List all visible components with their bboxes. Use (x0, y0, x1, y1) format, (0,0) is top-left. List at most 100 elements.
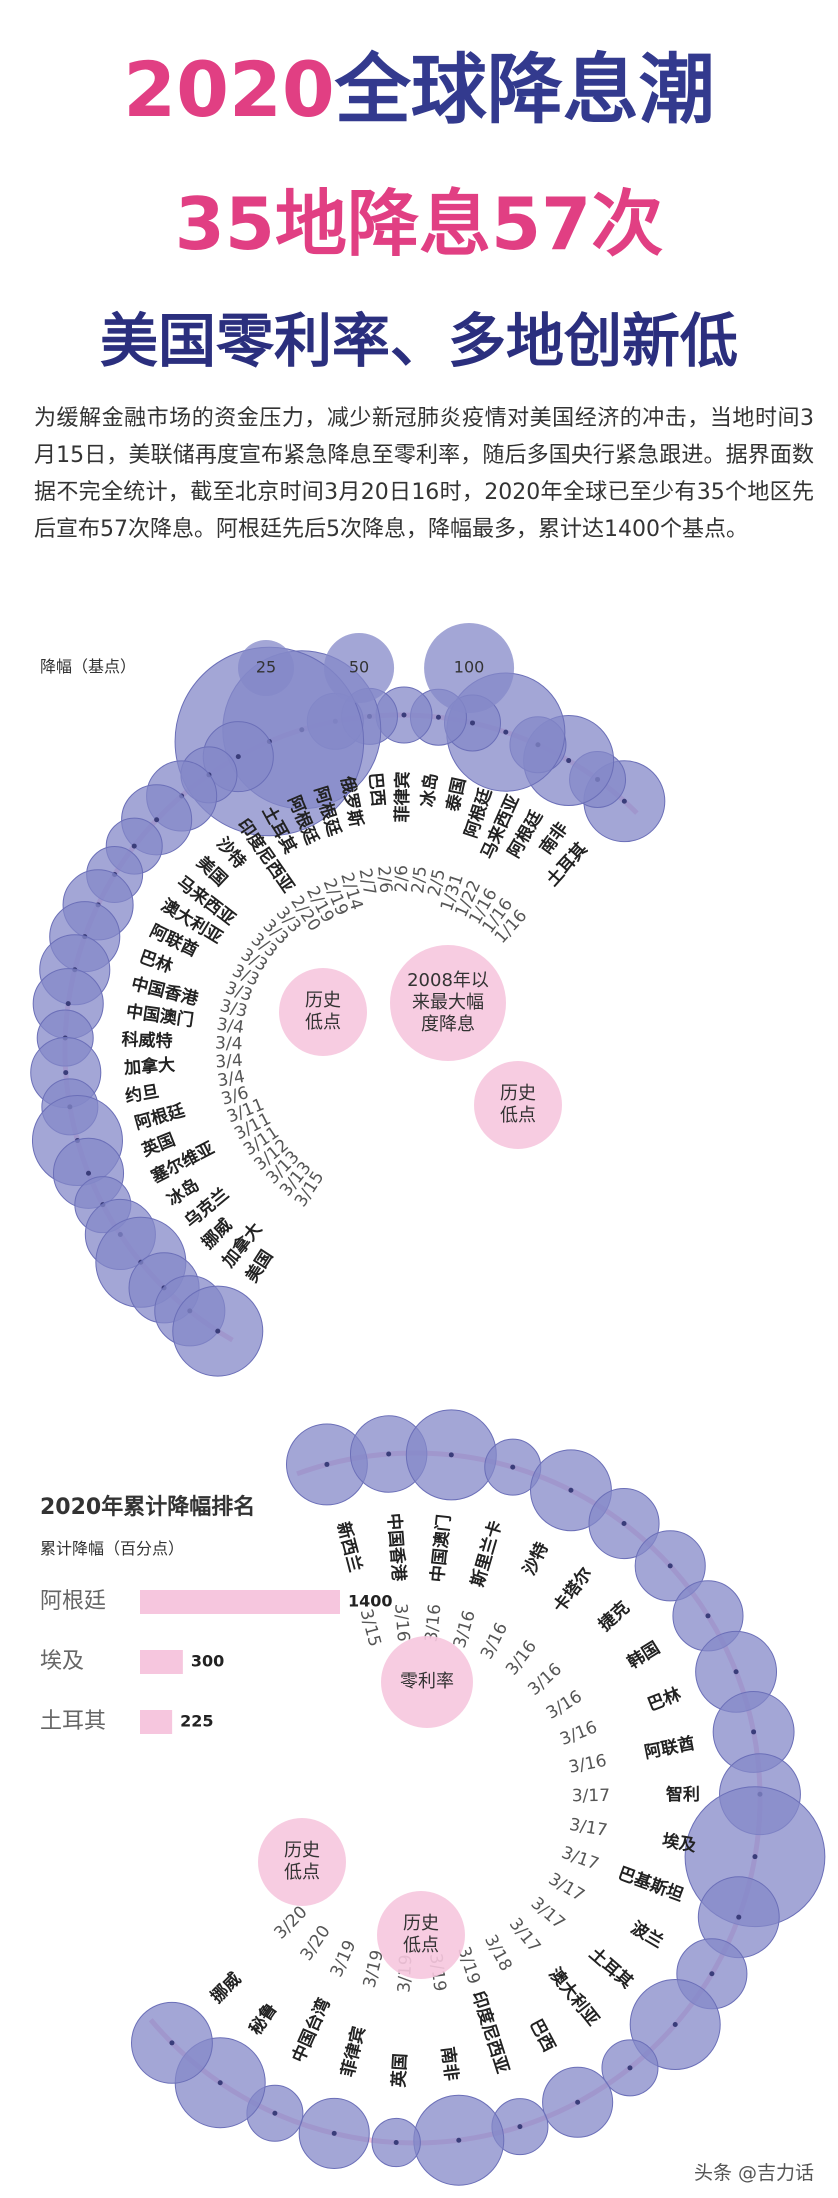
ranking-chart: 2020年累计降幅排名 累计降幅（百分点） 阿根廷 1400 埃及 300 土耳其 225 (40, 1494, 393, 1734)
bubble-dot (667, 1563, 673, 1569)
callout-historic-low-4 (377, 1891, 465, 1979)
event-date: 3/16 (543, 1687, 586, 1724)
event-country: 澳大利亚 (545, 1964, 604, 2030)
event-country: 冰岛 (417, 772, 442, 808)
bubble-dot (733, 1669, 739, 1675)
bubble-dot (65, 1001, 71, 1007)
event-date: 3/17 (545, 1869, 588, 1906)
ranking-label: 阿根廷 (40, 1589, 106, 1614)
bubble-dot (568, 1487, 574, 1493)
event-country: 菲律宾 (337, 2024, 369, 2078)
bubble-dot (131, 843, 137, 849)
legend-size-label: 50 (349, 658, 369, 677)
event-date: 3/18 (480, 1932, 516, 1975)
callout-historic-low-1-text: 历史 (305, 990, 341, 1011)
event-date: 3/17 (505, 1914, 544, 1956)
ranking-title: 2020年累计降幅排名 (40, 1494, 255, 1520)
legend-label: 降幅（基点） (40, 657, 136, 676)
legend-size-label: 100 (454, 658, 485, 677)
bubble-dot (575, 2099, 581, 2105)
title-line-1: 2020全球降息潮 (0, 52, 838, 128)
bubble-dot (456, 2137, 462, 2143)
event-country: 智利 (666, 1784, 700, 1805)
title-line-3: 美国零利率、多地创新低 (99, 307, 738, 375)
ranking-bar (140, 1650, 183, 1674)
event-date: 3/16 (557, 1717, 600, 1750)
event-country: 巴基斯坦 (615, 1863, 686, 1906)
event-country: 捷克 (594, 1597, 633, 1635)
callout-historic-low-2-text: 历史 (500, 1083, 536, 1104)
bubble-dot (215, 1328, 221, 1334)
event-country: 波兰 (627, 1917, 667, 1952)
ranking-label: 土耳其 (40, 1709, 106, 1734)
callout-zero-rate-text: 零利率 (400, 1671, 454, 1692)
event-country: 斯里兰卡 (467, 1518, 506, 1589)
callout-historic-low-1 (279, 968, 367, 1056)
event-date: 3/17 (559, 1843, 602, 1875)
event-country: 阿联酋 (643, 1733, 697, 1763)
bubble-dot (621, 798, 627, 804)
event-country: 秘鲁 (245, 1999, 282, 2039)
event-date: 3/17 (568, 1815, 609, 1841)
bubble-dot (401, 712, 407, 718)
event-date: 3/4 (215, 1033, 243, 1054)
bubble-dot (386, 1451, 392, 1457)
event-date: 3/4 (215, 1014, 245, 1038)
bubble-dot (393, 2139, 399, 2145)
event-date: 3/16 (524, 1659, 566, 1699)
bubble-dot (169, 2040, 175, 2046)
callout-historic-low-1-text: 低点 (305, 1012, 341, 1033)
event-date: 3/16 (450, 1608, 480, 1650)
legend-bubble-100 (424, 623, 515, 713)
ranking-subtitle: 累计降幅（百分点） (40, 1539, 184, 1558)
event-date: 3/16 (502, 1637, 541, 1679)
ranking-value: 225 (180, 1712, 213, 1731)
bubble-dot (627, 2065, 633, 2071)
legend-bubble-25 (238, 640, 294, 696)
event-country: 菲律宾 (392, 771, 414, 822)
event-country: 英国 (388, 2053, 411, 2088)
event-date: 2/6 (373, 865, 395, 894)
event-country: 巴西 (525, 2016, 559, 2055)
event-country: 中国澳门 (427, 1513, 455, 1583)
bubble-dot (331, 2130, 337, 2136)
bubble-dot (751, 1729, 757, 1735)
ranking-bar (140, 1590, 340, 1614)
callout-historic-low-4-text: 低点 (403, 1935, 439, 1956)
event-date: 3/4 (216, 1067, 246, 1091)
event-country: 挪威 (206, 1968, 245, 2007)
bubble-dot (217, 2080, 223, 2086)
event-date: 3/17 (572, 1786, 610, 1806)
bubble-dot (272, 2110, 278, 2116)
event-date: 3/20 (271, 1902, 312, 1943)
callout-historic-low-3-text: 历史 (284, 1840, 320, 1861)
bubble-dot (470, 720, 476, 726)
event-country: 南非 (437, 2046, 462, 2082)
bubble-dot (621, 1521, 627, 1527)
callout-zero-rate (381, 1636, 473, 1728)
bubble-dot (448, 1452, 454, 1458)
event-country: 科威特 (121, 1029, 173, 1052)
bubble-dot (324, 1461, 330, 1467)
bubble-dot (752, 1854, 758, 1860)
title-line-2: 35地降息57次 (174, 182, 664, 266)
ranking-bar (140, 1710, 173, 1734)
callout-2008-text: 度降息 (421, 1014, 475, 1035)
callout-historic-low-3-text: 低点 (284, 1862, 320, 1883)
event-date: 2/6 (392, 865, 412, 893)
event-country: 新西兰 (333, 1520, 366, 1575)
bubble-dot (435, 714, 441, 720)
bubble-dot (63, 1070, 69, 1076)
event-date: 3/4 (215, 1051, 244, 1073)
intro-paragraph: 为缓解金融市场的资金压力，减少新冠肺炎疫情对美国经济的冲击，当地时间3月15日，… (34, 406, 814, 542)
event-date: 3/17 (527, 1893, 569, 1933)
ranking-value: 1400 (348, 1592, 393, 1611)
ranking-label: 埃及 (40, 1649, 84, 1674)
event-country: 韩国 (624, 1637, 664, 1673)
bubble-dot (672, 2022, 678, 2028)
bubble-layer (30, 646, 826, 2186)
callout-2008 (390, 945, 506, 1061)
